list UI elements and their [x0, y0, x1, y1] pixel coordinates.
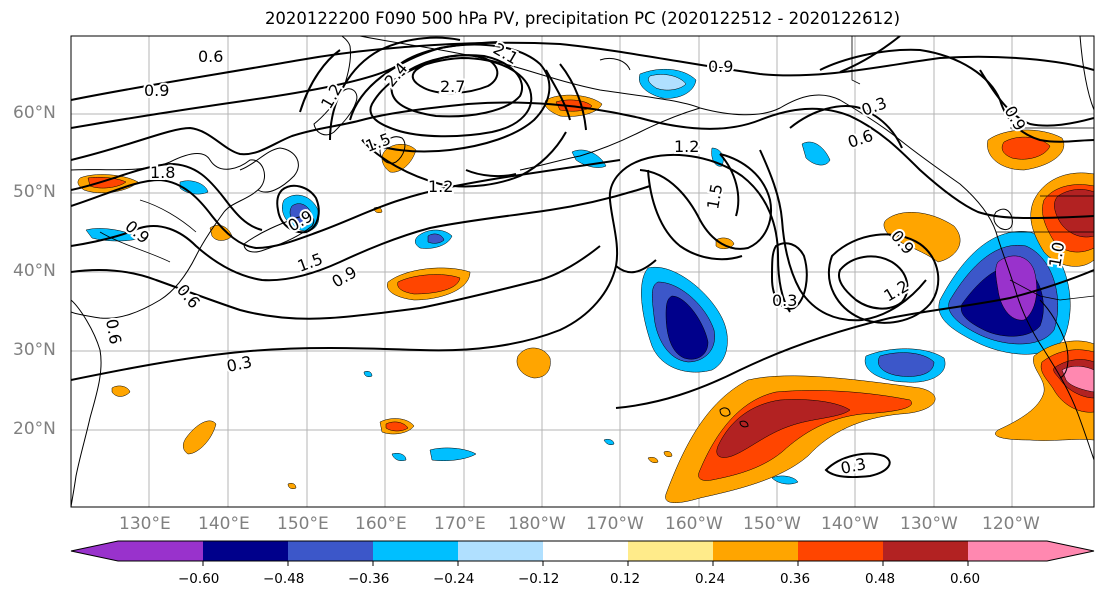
lon-label: 150°W — [743, 514, 801, 534]
map-frame — [70, 35, 1095, 508]
colorbar-tick-label: 0.36 — [780, 571, 811, 587]
contour-label: 0.3 — [772, 291, 797, 310]
colorbar-bin — [458, 541, 543, 561]
contour-label: 1.2 — [428, 177, 453, 196]
colorbar-tick-label: −0.60 — [178, 571, 220, 587]
precip-negative-shading — [85, 68, 1071, 485]
lon-label: 160°W — [665, 514, 723, 534]
contour-label: 2.7 — [440, 77, 465, 96]
colorbar-bin — [798, 541, 883, 561]
colorbar-tick-label: −0.36 — [348, 571, 390, 587]
colorbar-bin — [288, 541, 373, 561]
colorbar-tick-label: −0.24 — [433, 571, 475, 587]
precip-positive-shading — [77, 94, 1094, 503]
lon-label: 130°W — [900, 514, 958, 534]
colorbar-tick-label: 0.48 — [865, 571, 896, 587]
colorbar-bin — [543, 541, 628, 561]
colorbar-tick-label: 0.60 — [950, 571, 981, 587]
chart-title: 2020122200 F090 500 hPa PV, precipitatio… — [264, 9, 901, 28]
contour-label: 1.2 — [674, 137, 699, 156]
lon-label: 160°E — [355, 514, 407, 534]
lon-label: 150°E — [277, 514, 329, 534]
colorbar-tick-label: 0.12 — [610, 571, 641, 587]
contour-label: 1.8 — [150, 163, 175, 182]
colorbar-outline — [70, 540, 1095, 562]
colorbar-extend-high — [1047, 541, 1094, 561]
colorbar-tick-label: −0.12 — [518, 571, 560, 587]
colorbar-bin — [883, 541, 968, 561]
colorbar-bin — [373, 541, 458, 561]
colorbar-bin — [968, 541, 1047, 561]
lat-label: 50°N — [13, 182, 56, 202]
colorbar-tick-label: 0.24 — [695, 571, 726, 587]
colorbar-bin — [118, 541, 203, 561]
contour-label: 0.3 — [225, 352, 254, 376]
map-plot-area: 0.6 0.9 2.1 2.4 2.7 1.2 1.5 1.8 0.9 1.2 … — [71, 36, 1094, 507]
lat-label: 20°N — [13, 419, 56, 439]
lon-label: 170°E — [434, 514, 486, 534]
lat-label: 40°N — [13, 261, 56, 281]
colorbar-bin — [203, 541, 288, 561]
pv-contours — [71, 36, 1094, 479]
political-borders — [99, 36, 1094, 301]
contour-label: 0.9 — [708, 57, 733, 76]
lon-label: 130°E — [119, 514, 171, 534]
contour-label: 0.6 — [198, 47, 223, 66]
lat-label: 30°N — [13, 340, 56, 360]
lon-label: 140°E — [198, 514, 250, 534]
lon-label: 140°W — [821, 514, 879, 534]
lon-label: 120°W — [982, 514, 1040, 534]
colorbar-bin — [628, 541, 713, 561]
contour-labels: 0.6 0.9 2.1 2.4 2.7 1.2 1.5 1.8 0.9 1.2 … — [100, 37, 1070, 480]
lon-label: 180°W — [508, 514, 566, 534]
colorbar — [70, 540, 1095, 566]
colorbar-extend-low — [71, 541, 118, 561]
colorbar-bin — [713, 541, 798, 561]
lon-label: 170°W — [586, 514, 644, 534]
colorbar-tick-label: −0.48 — [263, 571, 305, 587]
lat-label: 60°N — [13, 103, 56, 123]
contour-label: 0.9 — [144, 81, 169, 100]
